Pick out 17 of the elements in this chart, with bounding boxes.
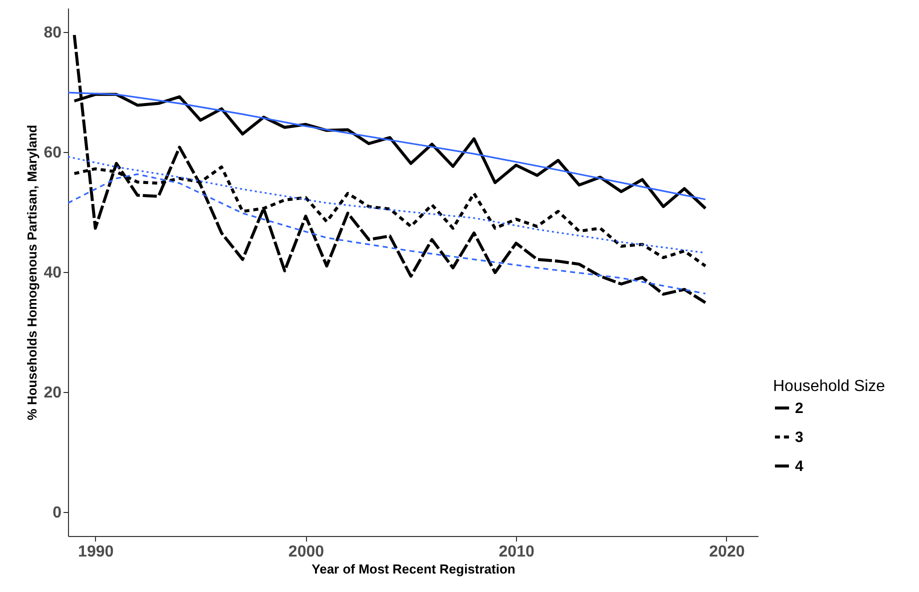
x-axis-title: Year of Most Recent Registration	[312, 562, 516, 576]
legend-label: 4	[795, 458, 804, 475]
line-series	[72, 34, 707, 304]
y-axis-title: % Households Homogenous Partisan, Maryland	[24, 124, 40, 420]
y-tick-label: 0	[52, 504, 62, 522]
y-tick-label: 20	[44, 384, 62, 402]
line-series	[68, 173, 706, 294]
legend-title: Household Size	[773, 378, 886, 395]
x-tick-label: 2000	[288, 544, 324, 560]
x-tick-label: 2010	[498, 544, 534, 560]
legend-label: 2	[795, 400, 804, 417]
y-tick-label: 40	[44, 264, 62, 282]
x-tick-label: 2020	[709, 544, 745, 560]
y-tick-label: 60	[44, 144, 62, 162]
legend-label: 3	[795, 429, 804, 446]
y-tick-label: 80	[44, 24, 62, 42]
x-tick-label: 1990	[78, 544, 114, 560]
